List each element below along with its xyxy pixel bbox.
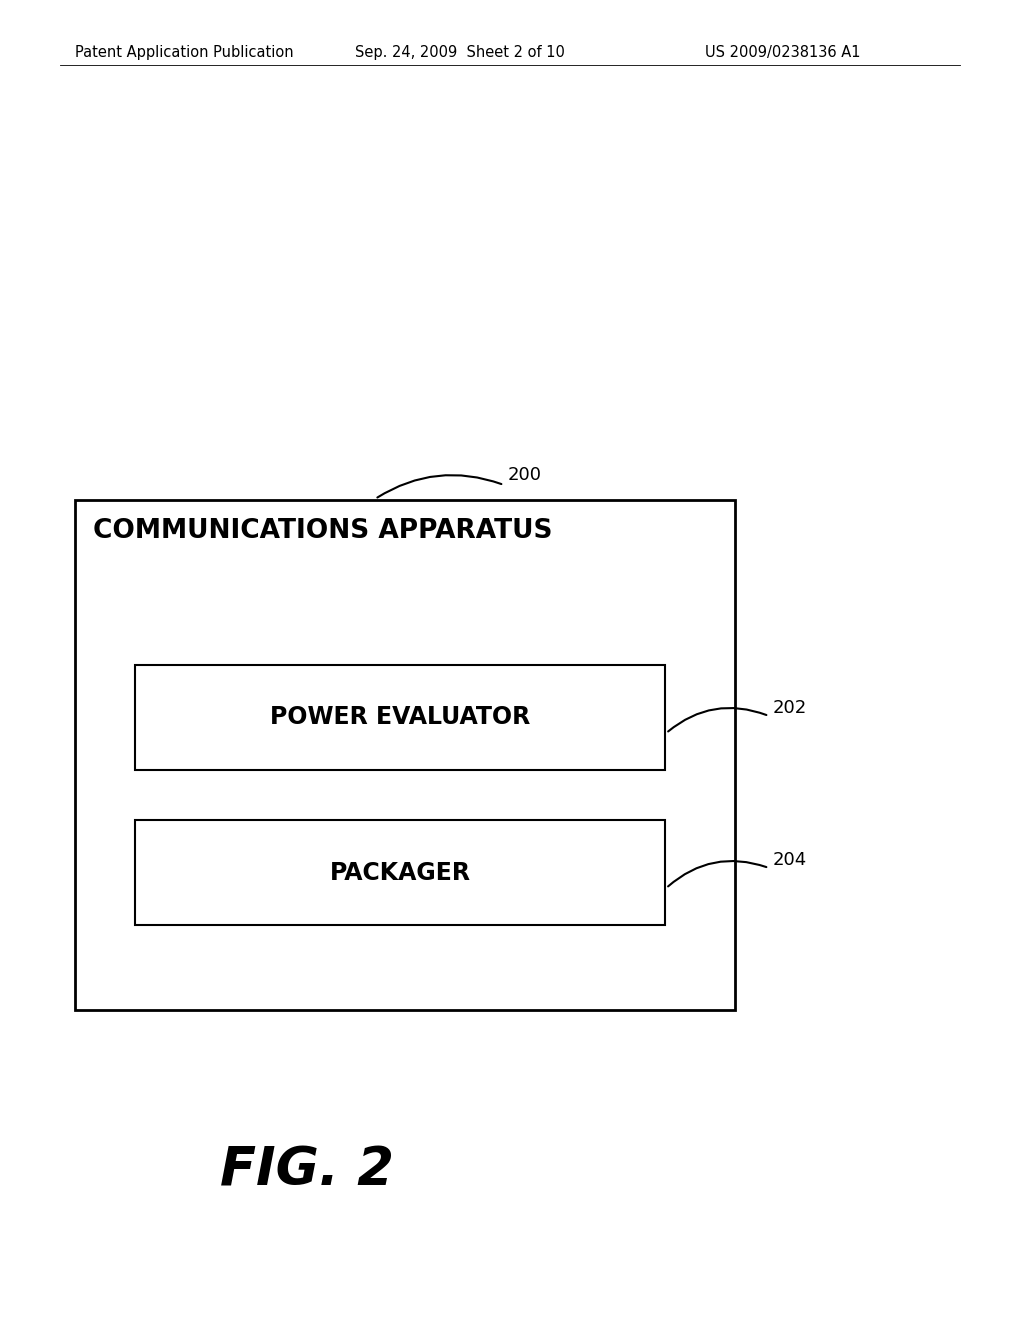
Bar xyxy=(135,820,665,925)
Bar xyxy=(135,665,665,770)
Text: COMMUNICATIONS APPARATUS: COMMUNICATIONS APPARATUS xyxy=(93,517,553,544)
Text: Sep. 24, 2009  Sheet 2 of 10: Sep. 24, 2009 Sheet 2 of 10 xyxy=(355,45,565,59)
Text: PACKAGER: PACKAGER xyxy=(330,861,470,884)
FancyArrowPatch shape xyxy=(378,475,502,498)
Text: 204: 204 xyxy=(773,851,807,869)
FancyArrowPatch shape xyxy=(668,708,766,731)
Text: 202: 202 xyxy=(773,700,807,717)
Text: FIG. 2: FIG. 2 xyxy=(220,1144,394,1196)
Text: 200: 200 xyxy=(508,466,542,484)
Text: Patent Application Publication: Patent Application Publication xyxy=(75,45,294,59)
FancyArrowPatch shape xyxy=(668,861,766,887)
Text: US 2009/0238136 A1: US 2009/0238136 A1 xyxy=(705,45,860,59)
Bar xyxy=(75,500,735,1010)
Text: POWER EVALUATOR: POWER EVALUATOR xyxy=(270,705,530,730)
